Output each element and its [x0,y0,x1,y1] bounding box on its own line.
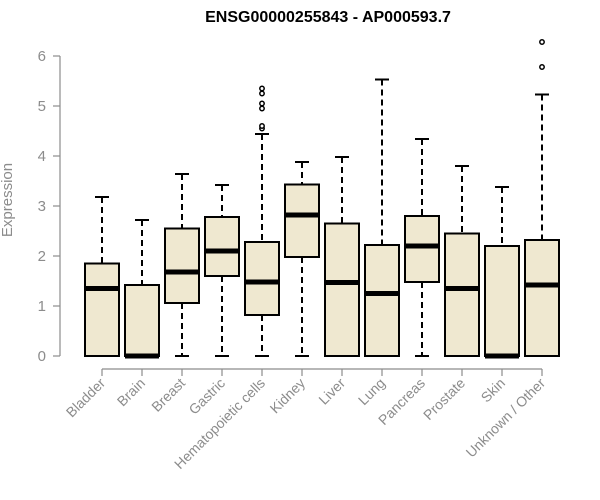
x-tick-label: Liver [315,375,348,408]
y-tick-label: 1 [38,298,46,315]
x-tick-label: Bladder [63,375,109,421]
box-lung [364,78,400,357]
x-tick-label: Prostate [420,375,468,423]
x-tick-label: Lung [355,375,388,408]
iqr-box [204,216,240,277]
y-tick-label: 5 [38,98,46,115]
box-series [84,39,560,359]
iqr-box [524,239,560,357]
outlier-point [259,105,265,112]
box-brain [124,219,160,359]
box-prostate [444,165,480,357]
box-kidney [284,161,320,357]
iqr-box [284,183,320,258]
box-hematopoietic-cells [244,85,280,357]
iqr-box [364,244,400,357]
box-skin [484,186,520,359]
iqr-box [244,241,280,316]
y-tick-label: 3 [38,198,46,215]
iqr-box [484,245,520,357]
iqr-box [324,222,360,357]
x-tick-label: Brain [114,375,148,409]
y-tick-label: 2 [38,248,46,265]
x-tick-label: Skin [478,375,509,406]
outlier-point [539,64,545,70]
y-tick-label: 0 [38,348,46,365]
box-pancreas [404,138,440,357]
iqr-box [444,232,480,357]
iqr-box [164,227,200,304]
y-axis-label: Expression [0,163,16,237]
box-bladder [84,196,120,357]
y-axis: 0 1 2 3 4 5 6 [38,48,61,365]
box-liver [324,156,360,357]
outlier-point [259,123,265,129]
box-gastric [204,184,240,357]
y-tick-label: 6 [38,48,46,65]
outlier-point [259,85,265,92]
box-breast [164,173,200,357]
x-tick-label: Breast [148,375,188,415]
x-tick-label: Kidney [267,375,309,417]
iqr-box [404,215,440,283]
outlier-point [539,39,545,45]
box-unknown-other [524,39,560,357]
y-tick-label: 4 [38,148,46,165]
outlier-point [259,90,265,97]
iqr-box [124,284,160,357]
chart-title: ENSG00000255843 - AP000593.7 [205,9,451,26]
iqr-box [84,262,120,357]
outlier-point [259,100,265,107]
